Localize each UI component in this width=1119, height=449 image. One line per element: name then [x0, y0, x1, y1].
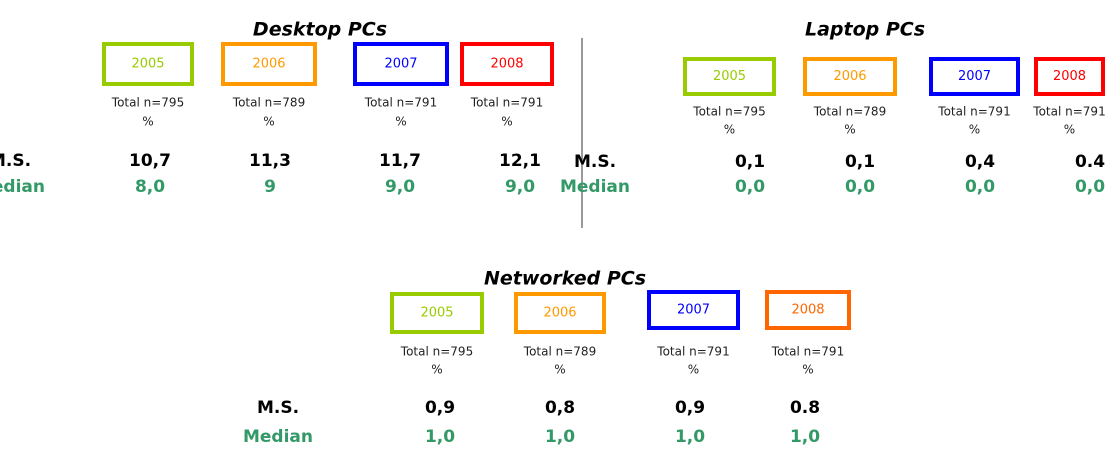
unit-label: %: [142, 115, 153, 129]
cell-value: 1,0: [675, 427, 705, 447]
year-label: 2008: [1053, 69, 1086, 84]
total-label: Total n=791: [470, 96, 543, 110]
cell-value: 0,0: [735, 177, 765, 197]
year-box: [390, 292, 484, 334]
year-label: 2007: [958, 69, 991, 84]
year-box: [1034, 57, 1105, 96]
cell-value: 1,0: [790, 427, 820, 447]
cell-value: 8,0: [135, 177, 165, 197]
year-label: 2005: [713, 69, 746, 84]
panel-title: Laptop PCs: [805, 19, 925, 41]
cell-value: 0.8: [790, 398, 820, 418]
total-label: Total n=791: [364, 96, 437, 110]
year-label: 2006: [833, 69, 866, 84]
cell-value: 9,0: [385, 177, 415, 197]
total-label: Total n=795: [400, 345, 473, 359]
cell-value: 0,4: [965, 152, 995, 172]
unit-label: %: [431, 363, 442, 377]
row-label: Median: [560, 177, 630, 197]
total-label: Total n=791: [1032, 105, 1105, 119]
cell-value: 0,0: [845, 177, 875, 197]
total-label: Total n=791: [771, 345, 844, 359]
cell-value: 0,0: [1075, 177, 1105, 197]
cell-value: 0,0: [965, 177, 995, 197]
unit-label: %: [501, 115, 512, 129]
cell-value: 1,0: [545, 427, 575, 447]
total-label: Total n=791: [937, 105, 1010, 119]
year-box: [765, 290, 851, 330]
cell-value: 0,1: [845, 152, 875, 172]
panel-title: Desktop PCs: [253, 19, 387, 41]
year-label: 2008: [791, 303, 824, 318]
unit-label: %: [263, 115, 274, 129]
year-label: 2008: [490, 57, 523, 72]
year-box: [803, 57, 897, 96]
cell-value: 0,9: [425, 398, 455, 418]
year-label: 2005: [420, 306, 453, 321]
unit-label: %: [395, 115, 406, 129]
unit-label: %: [688, 363, 699, 377]
year-box: [460, 42, 554, 86]
cell-value: 0,1: [735, 152, 765, 172]
year-box: [514, 292, 606, 334]
cell-value: 0,9: [675, 398, 705, 418]
cell-value: 9: [264, 177, 276, 197]
cell-value: 11,7: [379, 151, 421, 171]
unit-label: %: [554, 363, 565, 377]
unit-label: %: [969, 123, 980, 137]
year-box: [647, 290, 740, 330]
cell-value: 10,7: [129, 151, 171, 171]
year-label: 2006: [543, 306, 576, 321]
total-label: Total n=791: [656, 345, 729, 359]
year-label: 2006: [252, 57, 285, 72]
unit-label: %: [844, 123, 855, 137]
cell-value: 1,0: [425, 427, 455, 447]
year-label: 2007: [677, 303, 710, 318]
total-label: Total n=789: [232, 96, 305, 110]
total-label: Total n=795: [692, 105, 765, 119]
total-label: Total n=789: [523, 345, 596, 359]
cell-value: 11,3: [249, 151, 291, 171]
year-box: [353, 42, 449, 86]
year-box: [221, 42, 317, 86]
year-box: [683, 57, 776, 96]
cell-value: 9,0: [505, 177, 535, 197]
year-label: 2007: [384, 57, 417, 72]
total-label: Total n=795: [111, 96, 184, 110]
row-label: M.S.: [574, 152, 616, 172]
panel-title: Networked PCs: [484, 268, 646, 290]
cell-value: 12,1: [499, 151, 541, 171]
unit-label: %: [1064, 123, 1075, 137]
year-box: [929, 57, 1020, 96]
cell-value: 0.4: [1075, 152, 1105, 172]
row-label: Median: [0, 177, 45, 197]
year-box: [102, 42, 194, 86]
unit-label: %: [802, 363, 813, 377]
cell-value: 0,8: [545, 398, 575, 418]
row-label: Median: [243, 427, 313, 447]
year-label: 2005: [131, 57, 164, 72]
unit-label: %: [724, 123, 735, 137]
row-label: M.S.: [0, 151, 31, 171]
row-label: M.S.: [257, 398, 299, 418]
total-label: Total n=789: [813, 105, 886, 119]
